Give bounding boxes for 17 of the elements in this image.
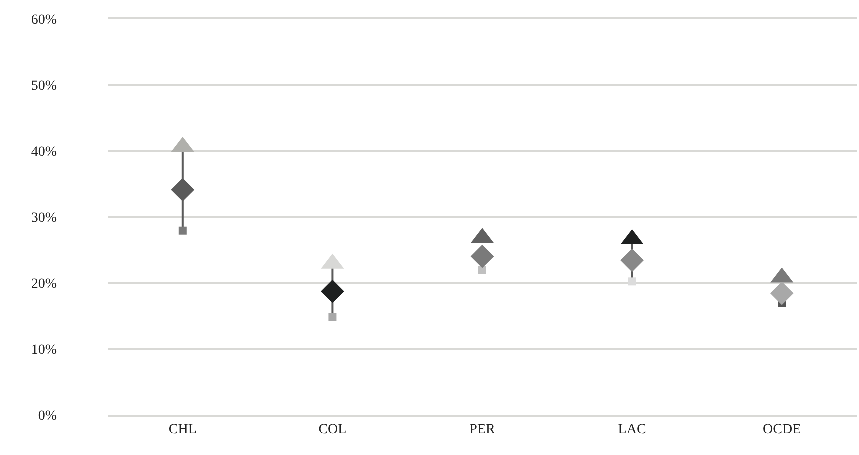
x-tick-label: LAC bbox=[618, 422, 646, 438]
x-tick-label: PER bbox=[470, 422, 496, 438]
y-tick-label: 10% bbox=[31, 342, 58, 358]
point bbox=[321, 280, 344, 304]
y-tick-label: 60% bbox=[31, 12, 58, 28]
point bbox=[171, 178, 195, 202]
point bbox=[620, 248, 644, 272]
y-tick-label: 50% bbox=[31, 78, 58, 94]
y-tick-label: 20% bbox=[31, 276, 58, 292]
point bbox=[478, 266, 486, 274]
x-tick-label: OCDE bbox=[763, 422, 802, 438]
x-tick-label: CHL bbox=[168, 422, 197, 438]
point bbox=[628, 278, 636, 286]
y-tick-label: 30% bbox=[31, 210, 58, 226]
x-tick-label: COL bbox=[318, 422, 347, 438]
y-tick-label: 0% bbox=[38, 408, 58, 424]
y-tick-label: 40% bbox=[31, 144, 58, 160]
